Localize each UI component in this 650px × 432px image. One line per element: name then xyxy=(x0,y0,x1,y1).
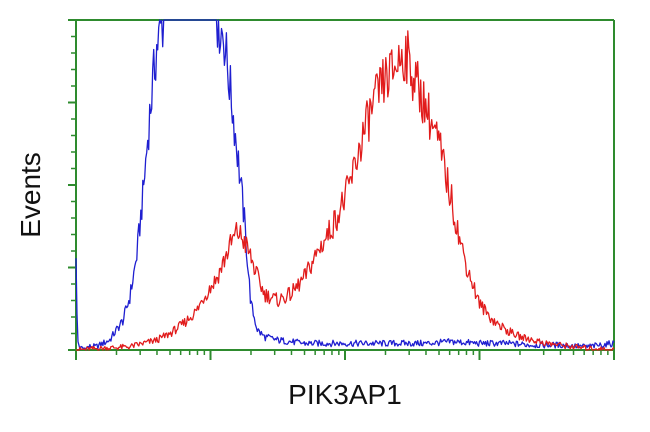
plot-area xyxy=(68,19,615,360)
series-layer xyxy=(75,19,615,351)
x-axis-ticks xyxy=(75,350,615,360)
y-axis-ticks xyxy=(68,19,76,351)
series-line-red xyxy=(76,30,615,351)
series-line-blue xyxy=(75,19,615,351)
x-axis-label: PIK3AP1 xyxy=(288,379,402,410)
y-axis-label: Events xyxy=(15,152,46,238)
